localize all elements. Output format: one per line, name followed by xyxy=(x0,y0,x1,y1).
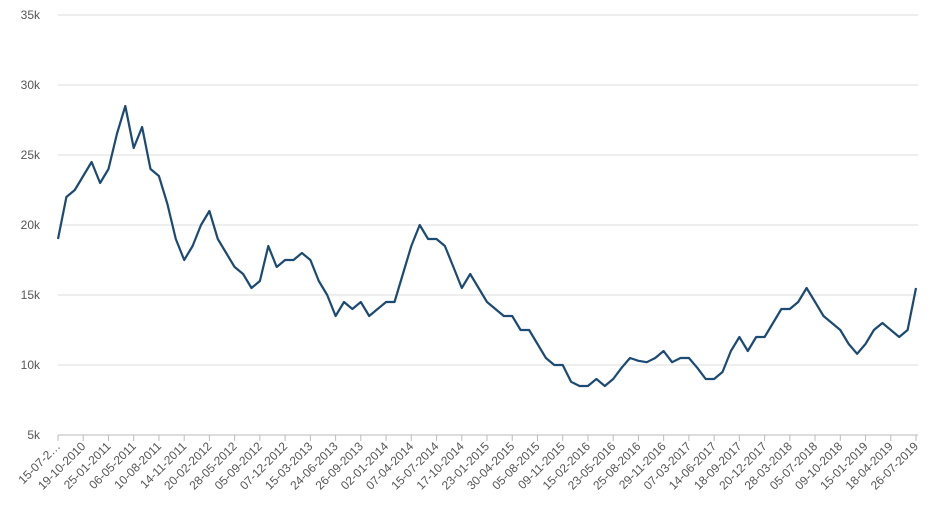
y-tick-label: 35k xyxy=(21,8,41,22)
y-tick-label: 25k xyxy=(21,148,41,162)
y-tick-label: 30k xyxy=(21,78,41,92)
y-tick-label: 5k xyxy=(27,428,41,442)
y-tick-label: 20k xyxy=(21,218,41,232)
y-tick-label: 10k xyxy=(21,358,41,372)
line xyxy=(56,104,918,388)
y-tick-label: 15k xyxy=(21,288,41,302)
